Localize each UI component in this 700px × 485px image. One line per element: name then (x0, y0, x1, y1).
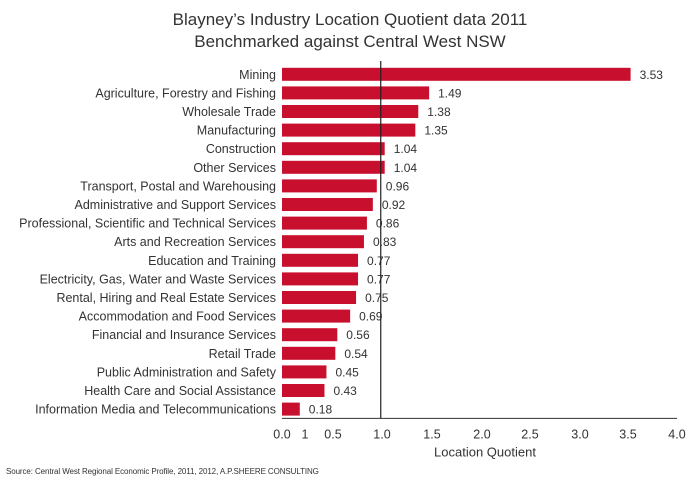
value-label: 1.04 (394, 161, 418, 175)
bar (282, 309, 351, 323)
value-label: 0.56 (346, 328, 370, 342)
category-label: Education and Training (148, 254, 276, 268)
value-label: 0.75 (365, 291, 389, 305)
category-label: Accommodation and Food Services (79, 310, 276, 324)
category-label: Arts and Recreation Services (114, 235, 276, 249)
value-label: 0.54 (344, 347, 368, 361)
category-label: Rental, Hiring and Real Estate Services (56, 291, 276, 305)
bar (282, 235, 364, 249)
category-label: Agriculture, Forestry and Fishing (95, 86, 276, 100)
chart-title-line-1: Blayney’s Industry Location Quotient dat… (172, 10, 528, 29)
bar (282, 160, 385, 174)
category-label: Financial and Insurance Services (92, 328, 276, 342)
category-label: Administrative and Support Services (75, 198, 276, 212)
x-axis-title: Location Quotient (434, 444, 536, 459)
category-label: Transport, Postal and Warehousing (80, 179, 276, 193)
value-label: 1.35 (424, 124, 448, 138)
bar (282, 86, 430, 100)
x-tick-label: 2.0 (473, 427, 490, 441)
bar (282, 105, 419, 118)
bar (282, 179, 377, 193)
bar (282, 67, 631, 81)
chart-title-line-2: Benchmarked against Central West NSW (194, 32, 506, 51)
bar (282, 365, 327, 379)
category-label: Health Care and Social Assistance (84, 384, 276, 398)
value-label: 0.77 (367, 254, 391, 268)
bar (282, 123, 416, 137)
value-label: 1.38 (427, 105, 451, 119)
value-label: 0.18 (309, 403, 333, 417)
x-tick-label: 3.0 (571, 427, 588, 441)
value-label: 0.45 (335, 365, 359, 379)
value-label: 3.53 (640, 68, 664, 82)
value-label: 0.92 (382, 198, 406, 212)
value-label: 0.77 (367, 272, 391, 286)
category-label: Wholesale Trade (182, 105, 276, 119)
value-label: 1.49 (438, 86, 462, 100)
category-label: Information Media and Telecommunications (35, 403, 276, 417)
category-label: Professional, Scientific and Technical S… (19, 217, 276, 231)
value-label: 1.04 (394, 142, 418, 156)
value-label: 0.96 (386, 179, 410, 193)
value-label: 0.83 (373, 235, 397, 249)
x-tick-label: 3.5 (619, 427, 636, 441)
bar (282, 253, 359, 267)
category-label: Electricity, Gas, Water and Waste Servic… (40, 272, 276, 286)
bar (282, 402, 300, 416)
bar (282, 384, 325, 397)
bar (282, 198, 373, 211)
bar (282, 216, 367, 230)
category-label: Mining (239, 68, 276, 82)
bar (282, 291, 357, 304)
x-tick-label: 1.5 (423, 427, 440, 441)
category-label: Construction (206, 142, 276, 156)
x-tick-label: 4.0 (668, 427, 685, 441)
bar (282, 328, 338, 342)
source-note: Source: Central West Regional Economic P… (6, 467, 319, 476)
value-label: 0.69 (359, 310, 383, 324)
category-label: Manufacturing (197, 124, 276, 138)
x-tick-label: 1 (302, 427, 309, 441)
value-label: 0.86 (376, 217, 400, 231)
bar (282, 272, 359, 286)
x-tick-label: 0.0 (273, 427, 290, 441)
category-label: Retail Trade (209, 347, 276, 361)
bar (282, 346, 336, 360)
x-tick-label: 1.0 (373, 427, 390, 441)
x-tick-label: 2.5 (521, 427, 538, 441)
category-label: Other Services (193, 161, 276, 175)
category-label: Public Administration and Safety (97, 365, 277, 379)
bar (282, 142, 385, 156)
value-label: 0.43 (333, 384, 357, 398)
x-tick-label: 0.5 (324, 427, 341, 441)
